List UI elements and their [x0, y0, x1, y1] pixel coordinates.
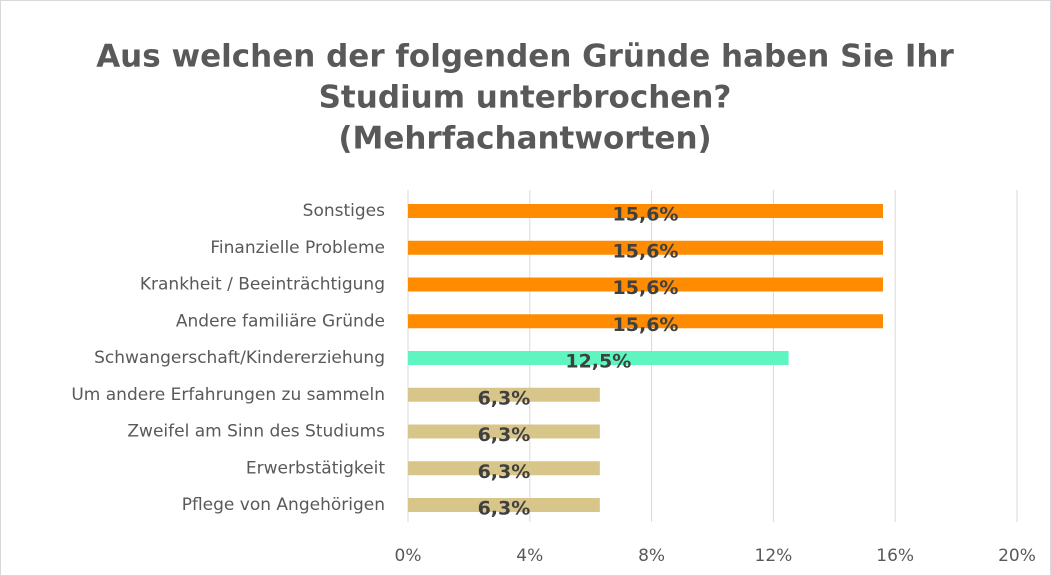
- y-tick-label: Erwerbstätigkeit: [246, 458, 385, 478]
- value-label: 15,6%: [613, 277, 679, 299]
- chart-title: (Mehrfachantworten): [338, 121, 711, 157]
- chart-title: Studium unterbrochen?: [319, 80, 732, 116]
- x-tick-label: 16%: [876, 546, 914, 566]
- bar: [408, 498, 600, 512]
- bar: [408, 277, 884, 292]
- x-tick-label: 20%: [998, 546, 1036, 566]
- bar: [408, 461, 600, 476]
- y-tick-label: Krankheit / Beeinträchtigung: [140, 275, 385, 295]
- value-label: 15,6%: [613, 314, 679, 336]
- x-tick-label: 0%: [395, 546, 422, 566]
- value-label: 6,3%: [478, 461, 531, 483]
- value-label: 6,3%: [478, 424, 531, 446]
- y-tick-label: Pflege von Angehörigen: [182, 495, 385, 515]
- bar: [408, 351, 789, 365]
- y-tick-label: Schwangerschaft/Kindererziehung: [94, 348, 385, 368]
- value-label: 15,6%: [613, 204, 679, 226]
- bar: [408, 424, 600, 439]
- bar: [408, 314, 884, 329]
- bar: [408, 204, 884, 218]
- x-tick-label: 12%: [755, 546, 793, 566]
- value-label: 12,5%: [565, 351, 631, 373]
- y-tick-label: Um andere Erfahrungen zu sammeln: [71, 385, 385, 405]
- x-tick-label: 4%: [516, 546, 543, 566]
- x-tick-label: 8%: [638, 546, 665, 566]
- chart-title: Aus welchen der folgenden Gründe haben S…: [96, 39, 954, 75]
- value-label: 6,3%: [478, 387, 531, 409]
- y-tick-label: Finanzielle Probleme: [210, 238, 385, 258]
- bar: [408, 240, 884, 255]
- y-tick-label: Sonstiges: [303, 201, 385, 221]
- y-tick-label: Andere familiäre Gründe: [176, 311, 385, 331]
- value-label: 15,6%: [613, 240, 679, 262]
- bar: [408, 387, 600, 402]
- value-label: 6,3%: [478, 498, 531, 520]
- y-tick-label: Zweifel am Sinn des Studiums: [127, 422, 385, 442]
